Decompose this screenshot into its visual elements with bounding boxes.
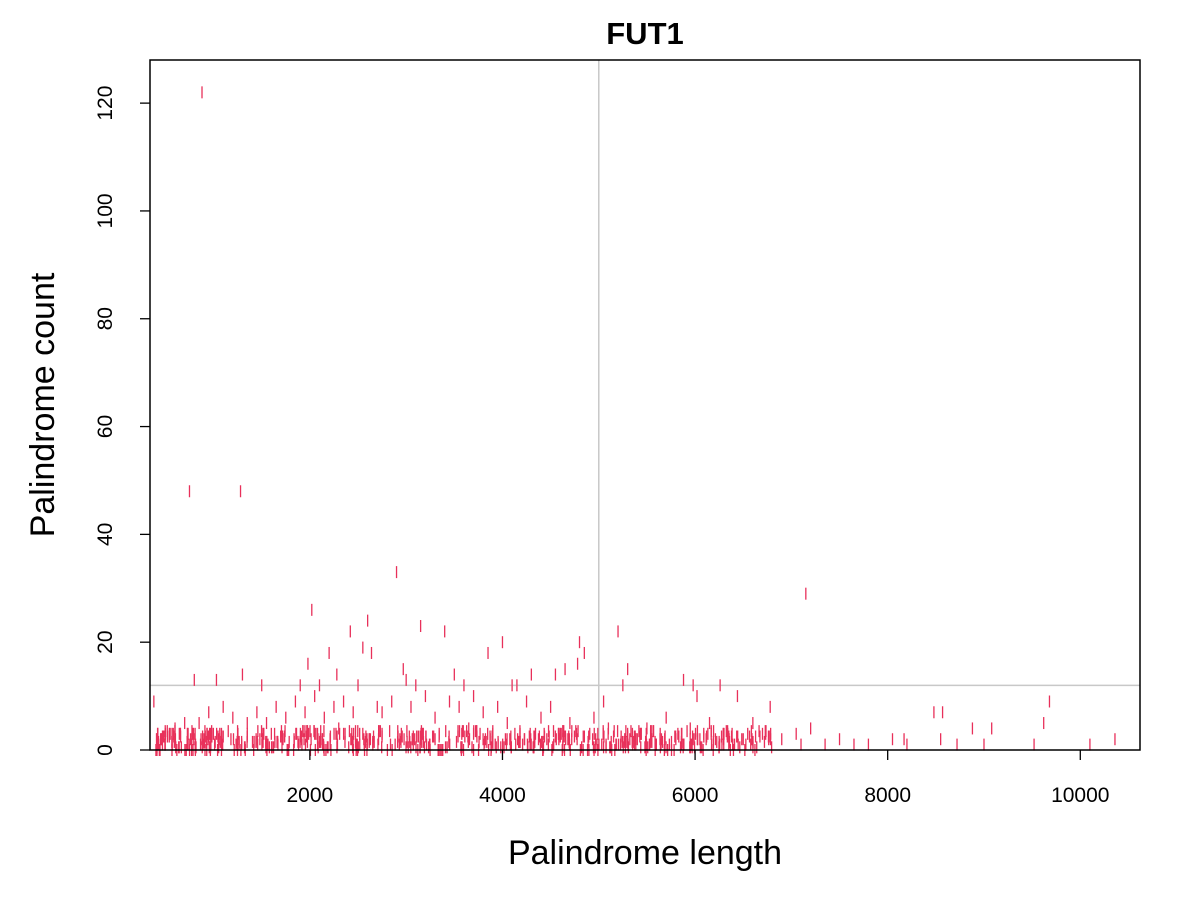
y-tick-label: 0 [94, 744, 117, 756]
reference-lines [150, 60, 1140, 750]
chart-title: FUT1 [606, 16, 684, 51]
y-tick-label: 20 [94, 631, 117, 654]
x-tick-label: 10000 [1051, 784, 1109, 807]
x-tick-label: 8000 [864, 784, 911, 807]
plot-frame [149, 59, 1141, 751]
y-tick-label: 60 [94, 415, 117, 438]
x-axis: 2000 4000 6000 8000 10000 [287, 750, 1109, 807]
x-tick-label: 6000 [672, 784, 719, 807]
y-tick-label: 120 [94, 86, 117, 121]
y-tick-label: 80 [94, 307, 117, 330]
x-axis-label: Palindrome length [508, 834, 782, 872]
y-tick-label: 40 [94, 523, 117, 546]
x-tick-label: 2000 [287, 784, 334, 807]
y-tick-label: 100 [94, 193, 117, 228]
y-axis: 0 20 40 60 80 100 120 [94, 86, 150, 756]
y-axis-label: Palindrome count [24, 272, 62, 537]
data-points [153, 86, 1116, 756]
x-tick-label: 4000 [479, 784, 526, 807]
